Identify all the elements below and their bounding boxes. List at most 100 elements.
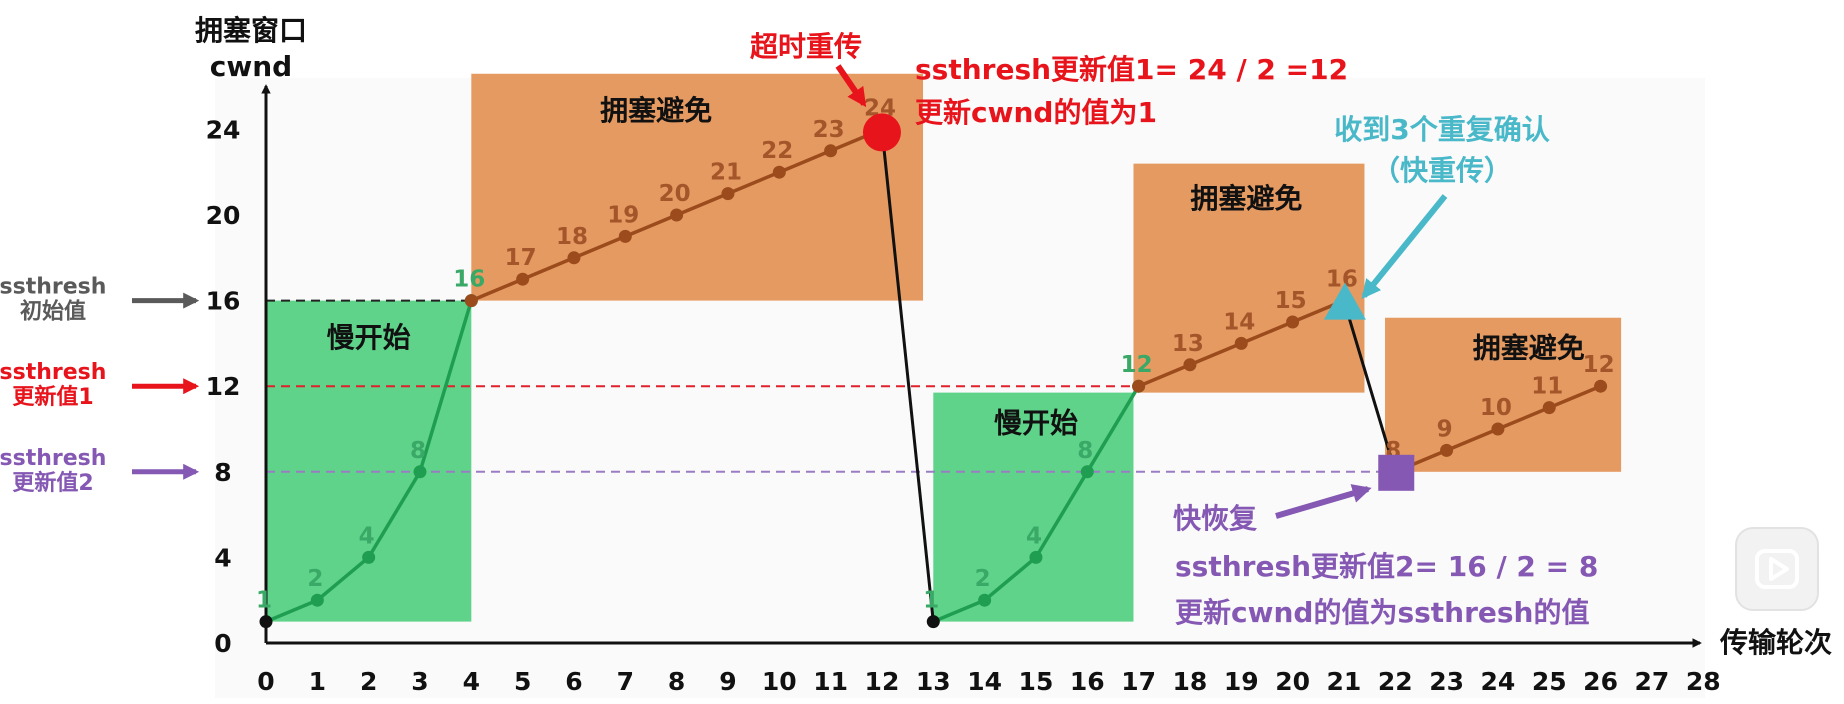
data-label-congestion-avoidance-3-23: 9: [1437, 416, 1453, 442]
y-tick-label-16: 16: [206, 287, 241, 316]
x-tick-label-28: 28: [1686, 667, 1721, 696]
timeout-label: 超时重传: [750, 30, 862, 63]
timeout-arrow: [835, 64, 867, 108]
y-axis-title-line1: 拥塞窗口: [195, 14, 307, 47]
data-label-slow-start-1-3: 8: [410, 438, 426, 464]
data-point-congestion-avoidance-2-18: [1183, 358, 1197, 372]
y-tick-label-20: 20: [206, 201, 241, 230]
data-point-congestion-avoidance-1-8: [670, 208, 684, 222]
x-tick-label-3: 3: [411, 667, 428, 696]
x-tick-label-15: 15: [1019, 667, 1054, 696]
x-tick-label-11: 11: [813, 667, 848, 696]
data-point-slow-start-2-14: [978, 593, 992, 607]
fast-retransmit-label-line1: 收到3个重复确认: [1334, 113, 1549, 146]
data-label-congestion-avoidance-1-9: 21: [710, 160, 742, 186]
x-tick-label-2: 2: [360, 667, 377, 696]
drop-line-0: [880, 129, 935, 622]
y-tick-label-4: 4: [214, 543, 231, 572]
data-point-congestion-avoidance-3-24: [1491, 422, 1505, 436]
x-tick-label-17: 17: [1121, 667, 1156, 696]
ssthresh-label-1-line1: ssthresh: [0, 360, 106, 385]
x-tick-label-25: 25: [1532, 667, 1567, 696]
data-point-congestion-avoidance-1-4: [464, 294, 478, 308]
drop-line-1: [1342, 300, 1397, 473]
data-point-slow-start-1-3: [413, 465, 427, 479]
y-tick-label-0: 0: [214, 629, 231, 658]
x-tick-label-1: 1: [309, 667, 326, 696]
fast-retransmit-label-line2: （快重传）: [1372, 154, 1512, 187]
data-label-congestion-avoidance-1-5: 17: [505, 245, 537, 271]
ssthresh-label-2-line1: ssthresh: [0, 446, 106, 471]
timeout-marker: [862, 113, 901, 152]
timeout-annotation-line2: 更新cwnd的值为1: [915, 96, 1157, 129]
region-label-2: 慢开始: [994, 407, 1078, 440]
data-point-slow-start-2-13: [926, 615, 940, 629]
data-point-congestion-avoidance-1-10: [772, 165, 786, 179]
region-label-1: 拥塞避免: [600, 94, 712, 127]
fast-retransmit-marker: [1323, 282, 1366, 320]
x-tick-label-8: 8: [668, 667, 685, 696]
series-layer: 1248161718192021222324124812131415168910…: [256, 95, 1615, 629]
data-label-congestion-avoidance-3-24: 10: [1480, 395, 1512, 421]
recovery-annotation-line1: ssthresh更新值2= 16 / 2 = 8: [1175, 550, 1598, 583]
region-label-4: 拥塞避免: [1473, 332, 1585, 365]
data-label-slow-start-1-4: 16: [453, 267, 485, 293]
fast-recovery-arrow: [1275, 484, 1372, 519]
axes-layer: 0 1 2 3 4 5 6 7 8 9 10 11 12 13 14 15 16 17 18 19 20 21 22 23 24…: [195, 14, 1832, 696]
x-tick-label-10: 10: [762, 667, 797, 696]
data-label-congestion-avoidance-1-8: 20: [659, 181, 691, 207]
data-label-congestion-avoidance-1-11: 23: [813, 117, 845, 143]
data-label-slow-start-1-0: 1: [256, 588, 272, 614]
data-point-congestion-avoidance-1-11: [824, 144, 838, 158]
data-label-slow-start-2-17: 12: [1121, 352, 1153, 378]
data-label-slow-start-2-16: 8: [1077, 438, 1093, 464]
data-label-slow-start-1-1: 2: [307, 566, 323, 592]
x-tick-label-20: 20: [1275, 667, 1310, 696]
play-icon: [1755, 549, 1799, 589]
ssthresh-label-0-line2: 初始值: [20, 299, 86, 325]
data-label-congestion-avoidance-1-7: 19: [607, 202, 639, 228]
x-axis-title: 传输轮次: [1719, 626, 1832, 659]
data-label-slow-start-2-13: 1: [923, 588, 939, 614]
data-point-congestion-avoidance-1-7: [618, 229, 632, 243]
recovery-annotation-line2: 更新cwnd的值为ssthresh的值: [1175, 596, 1590, 629]
y-tick-label-12: 12: [206, 372, 241, 401]
video-play-button[interactable]: [1735, 527, 1819, 611]
x-tick-label-9: 9: [719, 667, 736, 696]
region-label-0: 慢开始: [327, 321, 411, 354]
data-label-congestion-avoidance-3-26: 12: [1583, 352, 1615, 378]
data-point-congestion-avoidance-1-6: [567, 251, 581, 265]
data-point-slow-start-2-16: [1080, 465, 1094, 479]
x-tick-label-19: 19: [1224, 667, 1259, 696]
data-label-slow-start-2-14: 2: [975, 566, 991, 592]
data-point-slow-start-1-0: [259, 615, 273, 629]
x-tick-label-21: 21: [1327, 667, 1362, 696]
data-label-slow-start-2-15: 4: [1026, 523, 1042, 549]
x-tick-label-16: 16: [1070, 667, 1105, 696]
x-tick-label-18: 18: [1173, 667, 1208, 696]
fast-recovery-marker: [1378, 454, 1415, 491]
ssthresh-label-1-line2: 更新值1: [12, 384, 93, 410]
x-tick-label-5: 5: [514, 667, 531, 696]
slow-start-region-0: [266, 300, 472, 622]
x-tick-label-7: 7: [617, 667, 634, 696]
data-label-congestion-avoidance-1-6: 18: [556, 224, 588, 250]
x-tick-label-12: 12: [865, 667, 900, 696]
x-tick-label-23: 23: [1429, 667, 1464, 696]
data-label-congestion-avoidance-1-10: 22: [761, 138, 793, 164]
fast-retransmit-arrow: [1361, 194, 1448, 299]
data-point-congestion-avoidance-1-9: [721, 187, 735, 201]
data-point-congestion-avoidance-2-20: [1286, 315, 1300, 329]
x-tick-label-13: 13: [916, 667, 951, 696]
slow-start-region-2: [933, 392, 1134, 622]
data-label-slow-start-1-2: 4: [359, 523, 375, 549]
y-tick-label-24: 24: [206, 115, 241, 144]
x-tick-label-0: 0: [257, 667, 274, 696]
y-tick-label-8: 8: [214, 458, 231, 487]
data-point-congestion-avoidance-3-26: [1594, 379, 1608, 393]
region-label-3: 拥塞避免: [1190, 182, 1302, 215]
data-label-congestion-avoidance-2-20: 15: [1275, 288, 1307, 314]
